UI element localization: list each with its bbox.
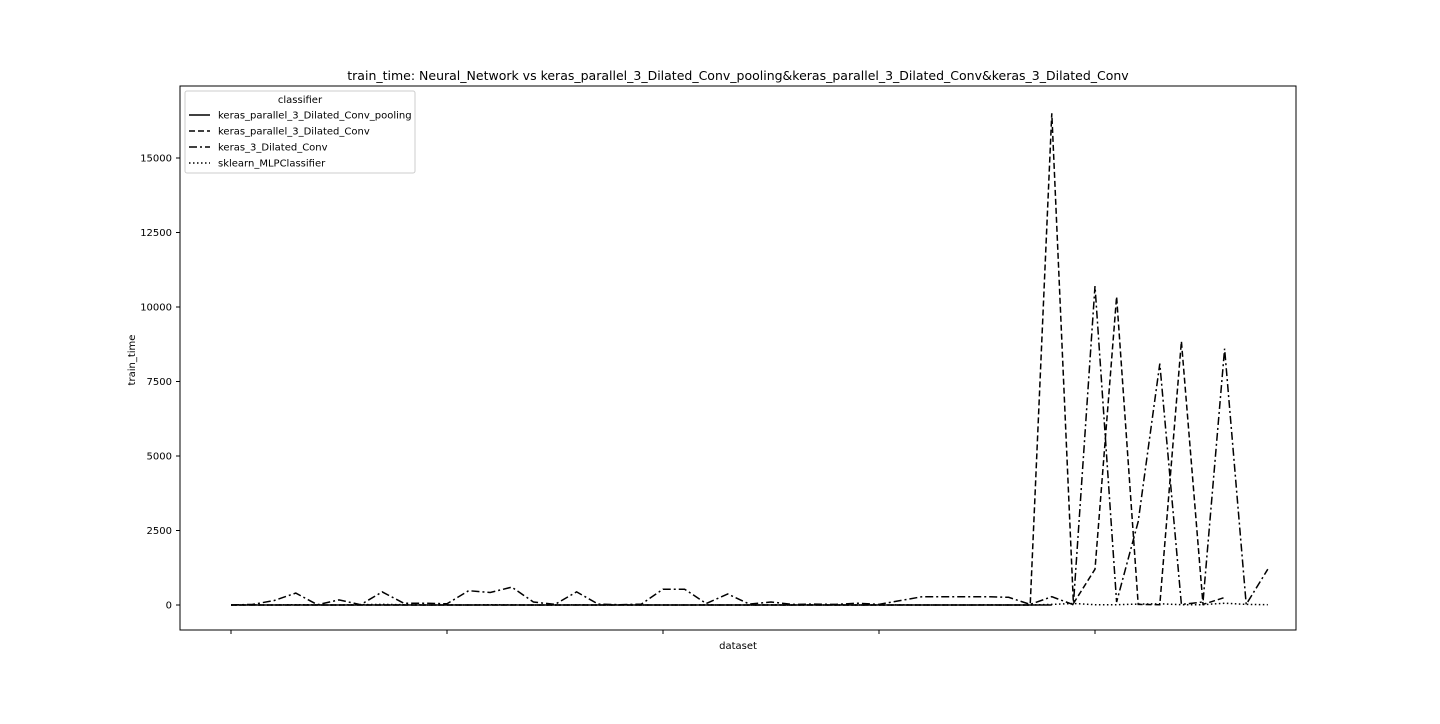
series-line-keras_3_Dilated_Conv <box>230 286 1269 607</box>
plot-area: 0 2500 5000 7500 10000 12500 15000 <box>140 85 1297 634</box>
y-tick-label: 0 <box>166 601 172 612</box>
legend: classifier keras_parallel_3_Dilated_Conv_… <box>184 90 416 174</box>
legend-label-keras_3_Dilated_Conv: keras_3_Dilated_Conv <box>218 143 328 154</box>
series-line-sklearn_MLPClassifier <box>230 602 1268 606</box>
legend-label-keras_parallel_3_Dilated_Conv: keras_parallel_3_Dilated_Conv <box>218 127 370 138</box>
y-tick-label: 5000 <box>147 452 172 463</box>
legend-label-sklearn_MLPClassifier: sklearn_MLPClassifier <box>218 159 326 170</box>
legend-title: classifier <box>278 95 323 106</box>
chart-title: train_time: Neural_Network vs keras_para… <box>347 68 1129 83</box>
y-tick-label: 10000 <box>140 303 172 314</box>
y-tick-label: 7500 <box>147 377 172 388</box>
series-line-keras_parallel_3_Dilated_Conv <box>231 113 1225 606</box>
y-tick-label: 12500 <box>140 228 172 239</box>
y-tick-label: 2500 <box>147 526 172 537</box>
x-axis-label: dataset <box>719 641 757 652</box>
y-axis-label: train_time <box>127 335 138 386</box>
legend-box <box>184 90 416 174</box>
plot-frame <box>179 85 1297 631</box>
legend-label-keras_parallel_3_Dilated_Conv_pooling: keras_parallel_3_Dilated_Conv_pooling <box>218 111 412 122</box>
y-tick-label: 15000 <box>140 154 172 165</box>
